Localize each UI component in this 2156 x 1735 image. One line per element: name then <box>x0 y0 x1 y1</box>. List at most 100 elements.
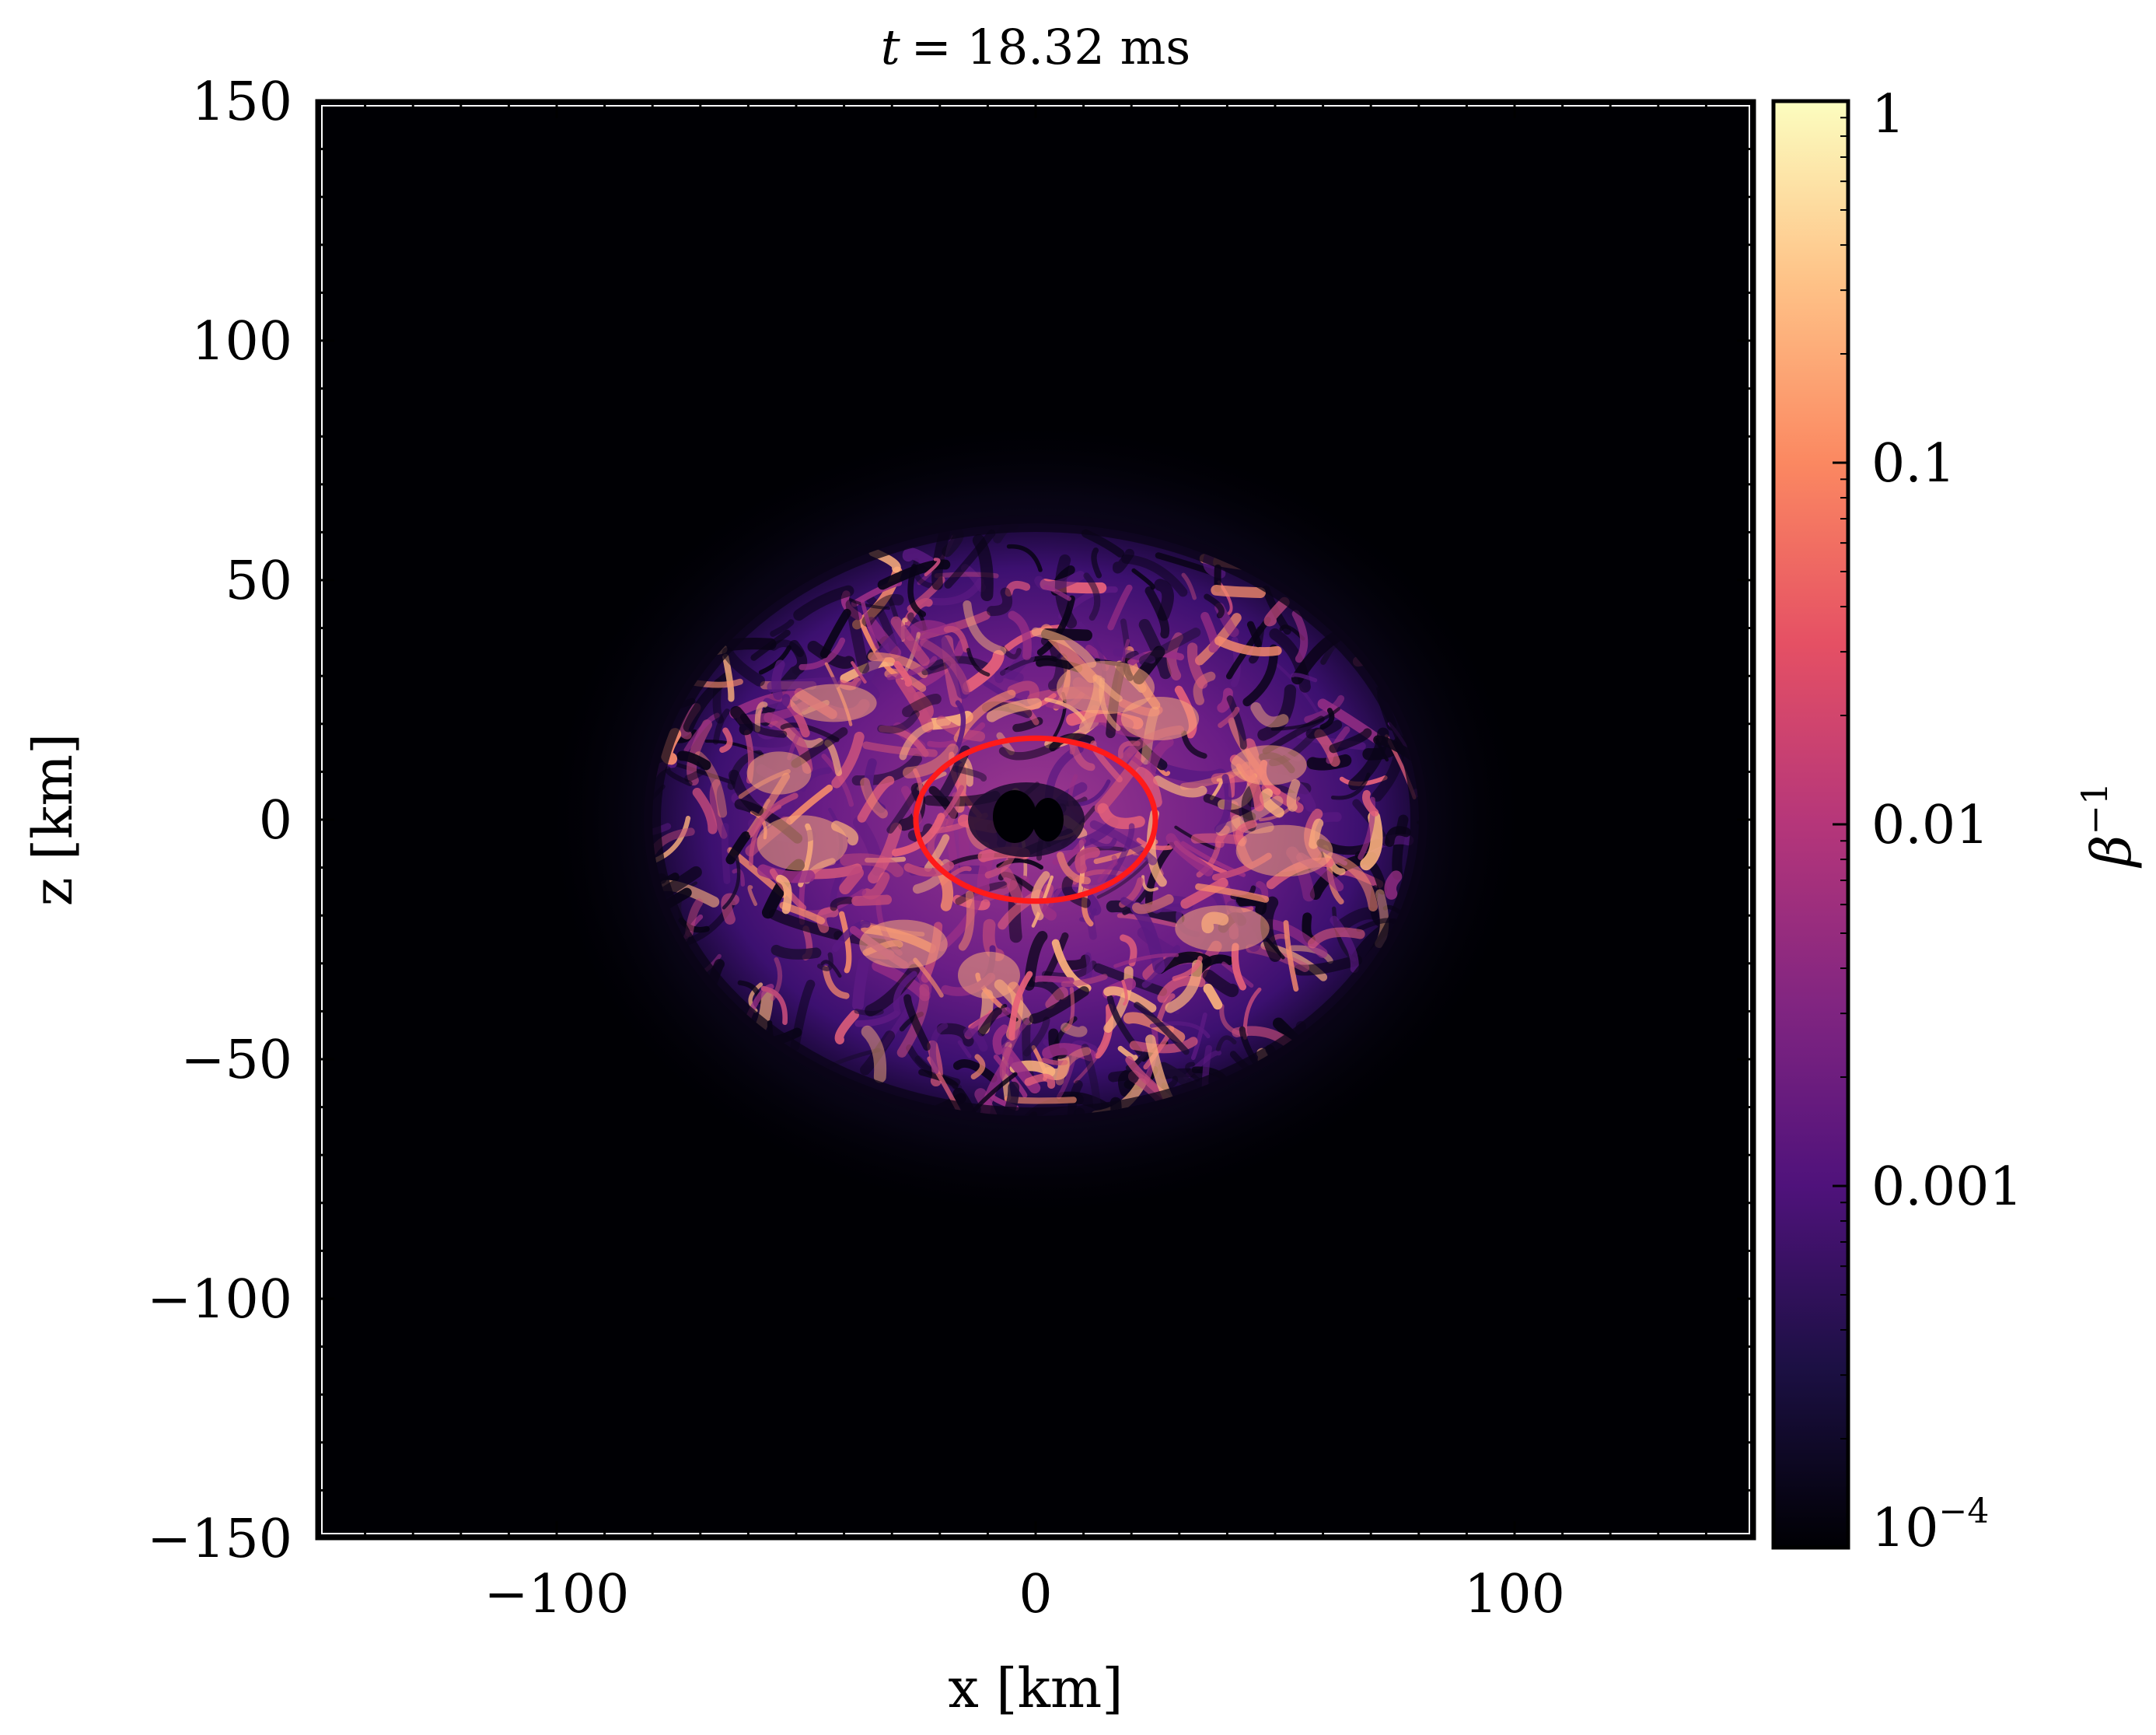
turbulence-filament <box>890 616 930 666</box>
turbulence-filament <box>943 625 970 652</box>
turbulence-filament <box>1007 680 1040 701</box>
turbulence-bright-patch <box>746 751 812 795</box>
turbulence-filament <box>760 985 788 1025</box>
turbulence-filament <box>886 782 924 834</box>
turbulence-filament <box>860 1030 896 1076</box>
turbulence-filament <box>902 547 935 568</box>
turbulence-filament <box>957 1040 972 1058</box>
turbulence-filament <box>749 792 798 837</box>
turbulence-filament <box>1202 969 1239 997</box>
turbulence-filament <box>1185 1062 1200 1082</box>
turbulence-filament <box>1172 956 1203 981</box>
turbulence-filament <box>987 587 1013 617</box>
turbulence-filament <box>896 984 930 1058</box>
turbulence-filament <box>1117 1045 1138 1062</box>
turbulence-filament <box>1319 708 1335 730</box>
turbulence-filament <box>977 1007 1002 1037</box>
turbulence-filament <box>1257 684 1297 741</box>
turbulence-filament <box>918 1069 959 1090</box>
plot-area <box>317 101 1754 1538</box>
turbulence-filament <box>709 778 728 839</box>
turbulence-filament <box>1333 907 1381 933</box>
turbulence-bright-patch <box>1056 660 1155 715</box>
turbulence-bright-patch <box>757 815 848 871</box>
turbulence-filament <box>1360 810 1383 871</box>
turbulence-filament <box>1103 966 1134 1034</box>
turbulence-filament <box>1154 579 1174 621</box>
turbulence-filament <box>1286 778 1301 812</box>
turbulence-filament <box>1034 571 1085 591</box>
turbulence-filament <box>929 1023 949 1075</box>
y-tick-label: 150 <box>191 72 292 133</box>
turbulence-filament <box>963 600 1007 656</box>
turbulence-filament <box>1121 554 1188 597</box>
turbulence-filament <box>1033 975 1075 984</box>
turbulence-filament <box>851 894 893 906</box>
turbulence-filament <box>1097 861 1118 883</box>
turbulence-filament <box>1283 920 1299 992</box>
turbulence-filament <box>1155 993 1176 1025</box>
x-axis-label: x [km] <box>948 1656 1123 1720</box>
colorbar-tick-label: 0.1 <box>1871 433 1955 495</box>
x-tick-label: 100 <box>1464 1564 1565 1625</box>
turbulence-filament <box>952 1058 998 1083</box>
turbulence-filament <box>676 750 711 771</box>
turbulence-bright-patch <box>1231 745 1307 785</box>
turbulence-filament <box>1153 775 1207 798</box>
turbulence-filament <box>1057 1052 1077 1100</box>
turbulence-filament <box>1235 894 1267 915</box>
turbulence-filament <box>763 694 791 710</box>
turbulence-filament <box>770 619 795 637</box>
turbulence-filament <box>1180 877 1228 909</box>
turbulence-filament <box>1132 894 1174 915</box>
turbulence-filament <box>857 775 895 823</box>
turbulence-filament <box>861 593 904 628</box>
turbulence-filament <box>903 994 931 1051</box>
turbulence-filament <box>1030 871 1050 921</box>
turbulence-filament <box>1096 855 1154 899</box>
turbulence-filament <box>1326 852 1379 912</box>
turbulence-filament <box>807 640 855 669</box>
turbulence-filament <box>1081 1044 1101 1111</box>
turbulence-bright-patch <box>1235 824 1333 877</box>
turbulence-filament <box>1269 628 1311 693</box>
turbulence-filament <box>776 874 792 915</box>
turbulence-filament <box>963 1027 988 1052</box>
turbulence-filament <box>996 858 1043 870</box>
turbulence-filament <box>757 864 816 883</box>
turbulence-filament <box>860 599 880 649</box>
chart-title: t = 18.32 ms <box>881 19 1190 75</box>
turbulence-filament <box>902 693 942 718</box>
heatmap-field <box>652 523 1419 1116</box>
turbulence-filament <box>747 885 758 906</box>
turbulence-filament <box>1131 568 1155 590</box>
turbulence-filament <box>1221 961 1254 988</box>
turbulence-filament <box>831 731 865 789</box>
turbulence-filament <box>721 823 731 884</box>
turbulence-filament <box>860 777 888 819</box>
turbulence-filament <box>769 908 843 940</box>
turbulence-filament <box>877 710 920 734</box>
turbulence-filament <box>952 1087 978 1116</box>
turbulence-filament <box>1093 1003 1114 1059</box>
turbulence-filament <box>1190 1012 1207 1061</box>
turbulence-filament <box>1218 706 1240 729</box>
turbulence-filament <box>684 766 708 782</box>
turbulence-filament <box>903 743 959 778</box>
turbulence-filament <box>1089 838 1117 849</box>
turbulence-filament <box>855 679 880 699</box>
turbulence-filament <box>1138 628 1201 666</box>
turbulence-filament <box>1270 707 1340 731</box>
turbulence-filament <box>852 957 870 1011</box>
turbulence-filament <box>839 866 864 895</box>
turbulence-filament <box>1226 695 1247 750</box>
turbulence-filament <box>903 861 955 877</box>
turbulence-filament <box>1214 774 1232 833</box>
colorbar-tick-label: 1 <box>1871 84 1905 145</box>
turbulence-filament <box>963 1072 1018 1116</box>
turbulence-filament <box>944 529 996 589</box>
turbulence-filament <box>1005 580 1031 597</box>
turbulence-filament <box>1210 778 1223 800</box>
turbulence-filament <box>685 898 704 937</box>
